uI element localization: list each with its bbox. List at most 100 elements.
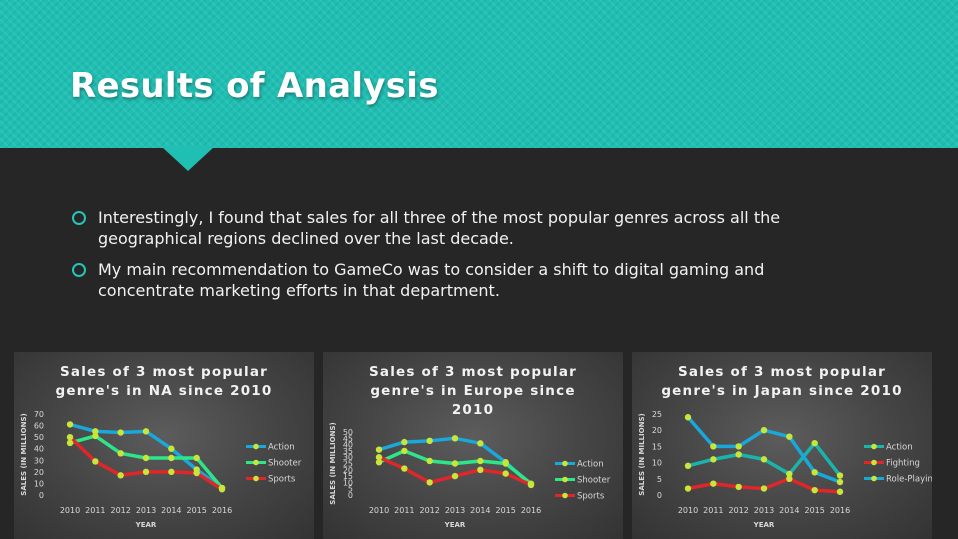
data-point	[426, 479, 433, 486]
data-point	[786, 475, 793, 482]
data-point	[375, 459, 383, 466]
legend-marker	[871, 443, 877, 450]
y-tick-label: 25	[343, 460, 353, 469]
x-tick-label: 2011	[85, 506, 105, 515]
data-point	[451, 435, 459, 442]
x-tick-label: 2012	[728, 506, 748, 515]
chart-na-svg: Sales of 3 most popular genre's in NA sin…	[20, 364, 302, 529]
data-point	[760, 427, 768, 434]
data-point	[142, 428, 150, 435]
data-point	[66, 421, 74, 428]
x-tick-label: 2016	[212, 506, 232, 515]
legend-label: Sports	[577, 492, 605, 502]
bullet-text: Interestingly, I found that sales for al…	[98, 208, 781, 248]
y-tick-label: 0	[39, 491, 44, 500]
x-tick-label: 2015	[495, 506, 515, 515]
legend-label: Action	[268, 443, 295, 453]
y-tick-label: 20	[652, 426, 662, 435]
x-tick-label: 2012	[110, 506, 130, 515]
slide-title: Results of Analysis	[70, 66, 439, 106]
data-point	[836, 478, 844, 486]
x-axis-label: YEAR	[753, 521, 775, 529]
data-point	[836, 472, 844, 479]
x-tick-label: 2010	[60, 506, 80, 515]
data-point	[477, 440, 484, 447]
y-tick-label: 5	[657, 475, 662, 484]
data-point	[451, 460, 459, 467]
chart-europe: Sales of 3 most popular genre's in Europe…	[323, 352, 623, 539]
data-point	[735, 443, 742, 450]
x-tick-label: 2014	[779, 506, 799, 515]
y-tick-label: 45	[343, 434, 353, 443]
data-point	[477, 466, 484, 473]
y-axis-label: SALES (IN MILLIONS)	[638, 413, 646, 495]
data-point	[811, 469, 818, 476]
y-tick-label: 15	[652, 442, 662, 451]
data-point	[684, 462, 692, 470]
y-tick-label: 0	[657, 491, 662, 500]
data-point	[117, 472, 124, 479]
data-point	[401, 465, 408, 472]
y-axis-label: SALES (IN MILLIONS)	[20, 413, 28, 495]
legend-marker	[253, 475, 259, 482]
legend-marker	[871, 459, 877, 466]
legend-marker	[253, 443, 259, 450]
bullet-text: My main recommendation to GameCo was to …	[98, 260, 765, 300]
bullet-list: Interestingly, I found that sales for al…	[72, 207, 852, 311]
data-point	[142, 468, 150, 476]
x-axis-label: YEAR	[135, 521, 157, 529]
chart-title-line: genre's in Japan since 2010	[661, 383, 902, 399]
data-point	[786, 470, 793, 478]
data-point	[426, 457, 433, 465]
y-tick-label: 40	[34, 445, 44, 454]
data-point	[66, 439, 74, 447]
y-tick-label: 40	[343, 441, 353, 450]
data-point	[811, 486, 818, 494]
y-tick-label: 15	[343, 472, 353, 481]
chart-na: Sales of 3 most popular genre's in NA sin…	[14, 352, 314, 539]
chart-title-line: Sales of 3 most popular	[369, 364, 577, 380]
data-point	[451, 472, 459, 480]
legend-marker	[562, 460, 568, 467]
x-tick-label: 2015	[804, 506, 824, 515]
data-point	[684, 414, 692, 421]
data-point	[735, 483, 742, 491]
legend-marker	[253, 459, 259, 466]
y-tick-label: 50	[343, 428, 353, 437]
data-point	[66, 433, 74, 441]
data-point	[477, 457, 484, 465]
data-point	[502, 470, 509, 477]
data-point	[426, 437, 433, 445]
x-tick-label: 2014	[161, 506, 181, 515]
bullet-item: My main recommendation to GameCo was to …	[72, 259, 852, 301]
data-point	[193, 469, 200, 477]
data-point	[502, 460, 509, 467]
data-point	[375, 454, 383, 461]
x-tick-label: 2010	[369, 506, 389, 515]
y-tick-label: 10	[34, 479, 44, 488]
y-tick-label: 70	[34, 410, 44, 419]
legend-label: Role-Playing	[886, 475, 932, 485]
data-point	[527, 481, 535, 489]
data-point	[168, 468, 175, 476]
data-point	[760, 456, 768, 463]
chart-japan: Sales of 3 most popular genre's in Japan …	[632, 352, 932, 539]
x-tick-label: 2013	[445, 506, 465, 515]
data-point	[735, 451, 742, 458]
chart-title-line: Sales of 3 most popular	[678, 364, 886, 380]
data-point	[710, 480, 717, 487]
legend-label: Sports	[268, 475, 296, 485]
data-point	[92, 458, 99, 465]
chart-title-line: 2010	[452, 402, 494, 418]
data-point	[375, 446, 383, 453]
data-point	[92, 432, 99, 440]
title-banner	[0, 0, 958, 148]
bullet-circle-icon	[72, 263, 86, 277]
chart-japan-svg: Sales of 3 most popular genre's in Japan …	[638, 364, 932, 529]
chart-title-line: Sales of 3 most popular	[60, 364, 268, 380]
data-point	[710, 443, 717, 450]
data-point	[684, 485, 692, 492]
x-tick-label: 2014	[470, 506, 490, 515]
y-tick-label: 10	[343, 478, 353, 487]
x-tick-label: 2016	[521, 506, 541, 515]
